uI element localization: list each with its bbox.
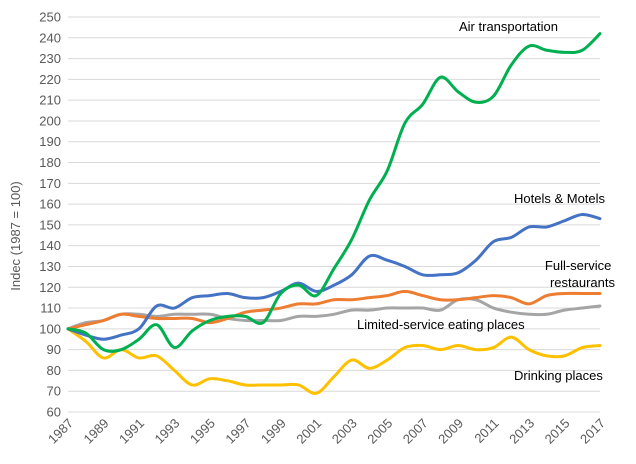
label-drinking-places: Drinking places <box>514 368 603 383</box>
x-tick-label: 2003 <box>329 416 360 447</box>
y-tick-label: 90 <box>47 342 61 357</box>
y-tick-label: 110 <box>40 301 61 316</box>
label-limited-service-eating-places: Limited-service eating places <box>357 317 525 332</box>
x-tick-label: 1991 <box>116 416 147 447</box>
y-tick-label: 120 <box>39 280 61 295</box>
series-line-hotels-motels <box>66 212 602 341</box>
y-axis-ticks: 60 70 80 90 100 110 120 130 140 150 160 170 180 190 20… <box>39 10 61 420</box>
y-tick-label: 210 <box>39 93 61 108</box>
y-tick-label: 230 <box>39 51 61 66</box>
x-tick-label: 2005 <box>364 416 395 447</box>
series-line-air-transportation <box>66 32 602 353</box>
y-tick-label: 250 <box>39 10 61 25</box>
x-axis-ticks: 1987 1989 1991 1993 1995 1997 1999 2001 2003 2005… <box>45 416 608 447</box>
y-tick-label: 100 <box>39 321 61 336</box>
y-tick-label: 70 <box>47 384 61 399</box>
x-tick-label: 2009 <box>435 416 466 447</box>
x-tick-label: 2007 <box>400 416 431 447</box>
x-tick-label: 1997 <box>222 416 253 447</box>
y-tick-label: 130 <box>39 259 61 274</box>
y-axis-label: Indec (1987 = 100) <box>8 181 23 291</box>
x-tick-label: 2013 <box>506 416 537 447</box>
y-tick-label: 240 <box>39 30 61 45</box>
y-tick-label: 180 <box>39 155 61 170</box>
x-tick-label: 1989 <box>81 416 112 447</box>
series-line-limited-service-eating-places <box>66 297 602 331</box>
gridlines <box>68 16 600 413</box>
y-tick-label: 60 <box>47 405 61 420</box>
x-tick-label: 2011 <box>471 416 501 446</box>
x-tick-label: 2001 <box>293 416 324 447</box>
series-labels: Air transportation Hotels & Motels Full-… <box>357 19 615 383</box>
y-tick-label: 220 <box>39 72 61 87</box>
x-tick-label: 1995 <box>187 416 218 447</box>
y-tick-label: 140 <box>39 238 61 253</box>
y-tick-label: 190 <box>39 134 61 149</box>
x-tick-label: 1999 <box>258 416 289 447</box>
label-hotels-motels: Hotels & Motels <box>514 191 606 206</box>
y-tick-label: 170 <box>39 176 61 191</box>
x-tick-label: 1993 <box>151 416 182 447</box>
x-tick-label: 2017 <box>577 416 608 447</box>
y-tick-label: 80 <box>47 363 61 378</box>
label-air-transportation: Air transportation <box>459 19 558 34</box>
series-line-full-service-restaurants <box>66 289 602 331</box>
series-line-drinking-places <box>66 327 602 395</box>
y-tick-label: 160 <box>39 197 61 212</box>
x-tick-label: 2015 <box>542 416 573 447</box>
x-tick-label: 1987 <box>45 416 76 447</box>
series-lines <box>66 32 602 395</box>
label-full-service-restaurants: Full-service restaurants <box>545 258 616 290</box>
y-tick-label: 200 <box>39 113 61 128</box>
y-tick-label: 150 <box>39 217 61 232</box>
